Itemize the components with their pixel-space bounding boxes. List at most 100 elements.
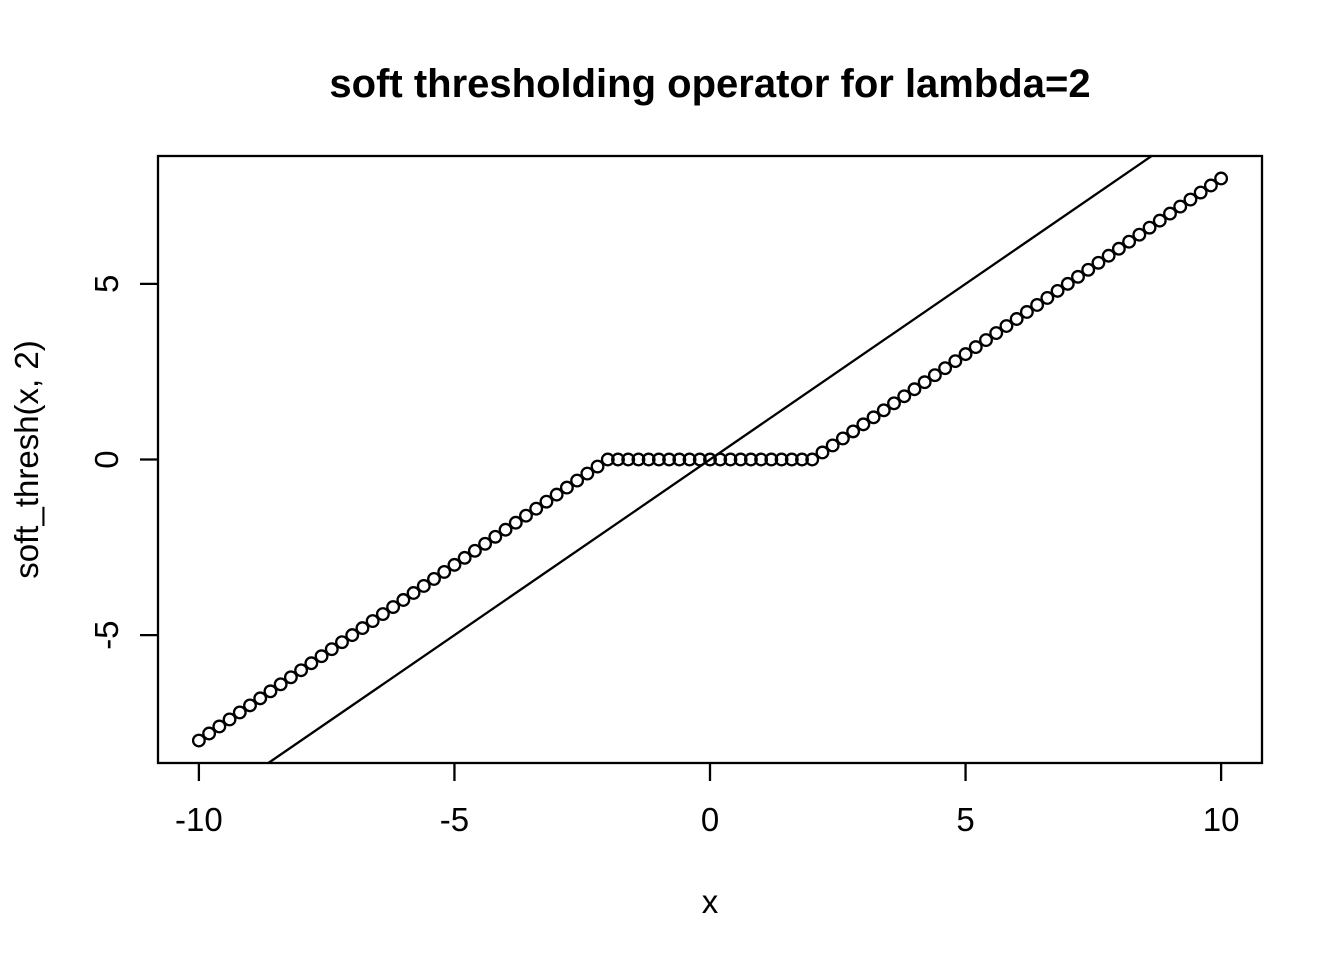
data-point-circle: [989, 326, 1004, 340]
y-tick-label: -5: [88, 620, 125, 649]
data-point-circle: [294, 663, 309, 678]
data-point-circle: [437, 564, 452, 579]
data-point-circle: [887, 396, 901, 411]
data-point-circle: [611, 452, 625, 467]
data-point-circle: [999, 319, 1014, 333]
data-point-circle: [212, 719, 227, 734]
data-point-circle: [938, 361, 953, 376]
data-point-circle: [1081, 262, 1096, 277]
data-point-circle: [519, 508, 533, 523]
data-point-circle: [324, 642, 339, 657]
data-point-circle: [979, 333, 993, 348]
data-point-circle: [784, 452, 799, 467]
data-point-circle: [1193, 185, 1208, 200]
x-tick-label: -10: [175, 801, 223, 838]
data-point-circle: [743, 452, 758, 467]
data-point-circle: [682, 452, 697, 467]
data-point-circle: [539, 494, 554, 509]
data-point-circle: [856, 417, 871, 432]
plot-area: -10 -5 0 5 10 -5 0 5: [88, 154, 1264, 838]
data-point-circle: [1050, 283, 1065, 298]
data-point-circle: [866, 410, 881, 425]
data-point-circle: [917, 375, 932, 390]
data-point-circle: [1183, 192, 1198, 207]
x-tick-label: 5: [956, 801, 974, 838]
data-point-circle: [447, 557, 462, 572]
data-point-circle: [191, 733, 206, 748]
data-point-circle: [304, 656, 319, 671]
data-point-circle: [631, 452, 646, 467]
data-point-circle: [662, 452, 677, 467]
data-point-circle: [835, 431, 850, 446]
data-point-circle: [1040, 290, 1055, 305]
data-point-circle: [1009, 312, 1024, 326]
data-point-circle: [345, 628, 360, 643]
data-point-circle: [590, 459, 605, 474]
data-point-circle: [202, 726, 217, 741]
data-point-circle: [723, 452, 738, 467]
y-tick-label: 5: [88, 275, 125, 293]
data-point-circle: [672, 452, 687, 467]
data-point-circle: [754, 452, 769, 467]
data-point-circle: [600, 452, 615, 467]
data-point-circle: [529, 501, 544, 516]
data-point-circle: [948, 354, 963, 369]
data-point-circle: [232, 705, 247, 720]
data-point-circle: [1101, 248, 1116, 263]
identity-line: [267, 155, 1153, 764]
data-point-circle: [815, 445, 830, 460]
y-axis-label: soft_thresh(x, 2): [8, 340, 45, 578]
data-point-circle: [651, 452, 666, 467]
data-point-circle: [764, 452, 779, 467]
data-point-circle: [1111, 241, 1126, 256]
y-tick-label: 0: [88, 450, 125, 468]
data-point-circle: [1163, 206, 1177, 221]
data-point-circle: [703, 452, 717, 467]
data-point-circle: [876, 403, 891, 418]
data-point-circle: [488, 529, 503, 544]
data-point-circle: [365, 614, 380, 629]
data-point-circle: [927, 368, 942, 383]
data-point-circle: [355, 621, 370, 636]
data-point-circle: [559, 480, 574, 495]
data-point-circle: [1060, 276, 1075, 291]
data-point-circle: [621, 452, 636, 467]
data-point-circle: [508, 515, 523, 530]
data-point-circle: [1071, 269, 1085, 284]
data-point-circle: [958, 347, 973, 362]
data-point-circle: [549, 487, 564, 502]
x-tick-label: 0: [701, 801, 719, 838]
x-tick-label: -5: [440, 801, 469, 838]
data-point-circle: [283, 670, 298, 685]
data-point-circle: [825, 438, 840, 453]
data-point-circle: [805, 452, 820, 467]
data-point-circle: [1152, 213, 1167, 228]
data-point-circle: [846, 424, 861, 439]
data-point-circle: [733, 452, 748, 467]
data-point-circle: [243, 698, 257, 713]
data-point-circle: [222, 712, 237, 727]
data-point-circle: [1142, 220, 1157, 235]
data-point-circle: [795, 452, 809, 467]
data-point-circle: [416, 579, 431, 593]
x-tick-label: 10: [1203, 801, 1240, 838]
data-point-circle: [457, 550, 472, 565]
data-point-circle: [1132, 227, 1147, 242]
data-point-circle: [427, 571, 441, 586]
data-point-circle: [774, 452, 789, 467]
data-point-circle: [968, 340, 983, 355]
data-point-circle: [314, 649, 329, 664]
data-point-circle: [498, 522, 513, 537]
data-point-circle: [396, 593, 411, 607]
data-point-circle: [1214, 171, 1229, 186]
data-point-circle: [897, 389, 912, 404]
x-axis-label: x: [702, 883, 719, 920]
data-point-circle: [253, 691, 268, 706]
data-point-circle: [1091, 255, 1106, 270]
data-point-circle: [406, 586, 421, 600]
data-point-circle: [375, 607, 390, 622]
data-point-circle: [641, 452, 656, 467]
data-point-circle: [478, 536, 493, 551]
